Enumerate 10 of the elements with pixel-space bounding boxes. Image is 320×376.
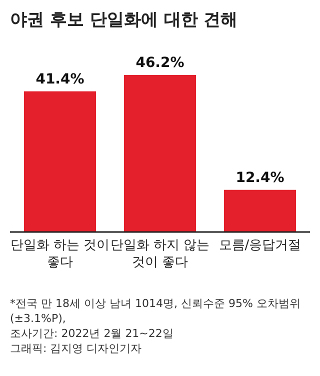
text: 그래픽: 김지영 디자인기자 <box>10 341 143 356</box>
x-tick-label: 단일화 하는 것이 좋다 <box>10 237 110 271</box>
data-label: 41.4% <box>36 71 84 88</box>
x-tick-label: 단일화 하지 않는 것이 좋다 <box>110 237 210 271</box>
text: 조사기간: 2022년 2월 21~22일 <box>10 326 174 341</box>
chart-title: 야권 후보 단일화에 대한 견해 <box>10 9 238 31</box>
text: *전국 만 18세 이상 남녀 1014명, 신뢰수준 95% 오차범위(±3.1%P), <box>10 296 302 326</box>
data-label: 12.4% <box>236 170 284 186</box>
data-label: 46.2% <box>136 55 184 71</box>
x-tick-label: 모름/응답거절 <box>218 237 302 254</box>
